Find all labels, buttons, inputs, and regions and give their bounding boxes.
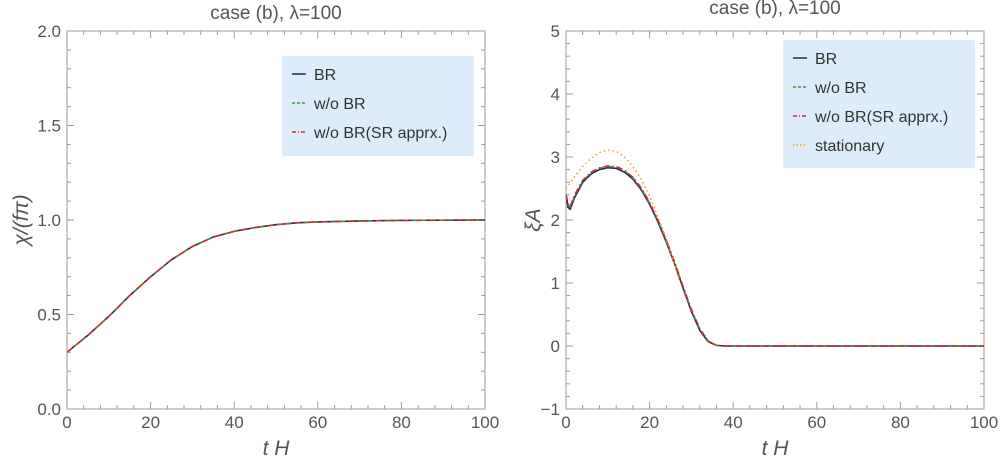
series-line-3	[566, 150, 679, 280]
chart-title: case (b), λ=100	[210, 3, 342, 24]
x-tick-label: 20	[141, 413, 160, 432]
y-tick-label: 0.0	[37, 400, 61, 419]
x-axis-label: t H	[762, 437, 790, 460]
legend-label: BR	[815, 51, 837, 68]
x-tick-label: 60	[308, 413, 327, 432]
y-tick-label: 3	[551, 148, 560, 167]
legend-label: w/o BR	[814, 80, 867, 97]
series-line-0	[566, 168, 984, 346]
x-tick-label: 20	[640, 413, 659, 432]
x-tick-label: 100	[970, 413, 998, 432]
chart-title: case (b), λ=100	[709, 0, 841, 19]
y-tick-label: 5	[551, 22, 560, 41]
series-group	[566, 150, 984, 346]
legend-label: BR	[314, 67, 336, 84]
y-axis-label: ξA	[522, 208, 545, 231]
x-tick-label: 80	[891, 413, 910, 432]
legend-label: w/o BR(SR apprx.)	[313, 125, 447, 142]
x-tick-label: 60	[807, 413, 826, 432]
x-axis-label: t H	[263, 437, 291, 460]
y-tick-label: 1.5	[37, 117, 61, 136]
y-tick-label: 4	[551, 85, 560, 104]
legend-label: stationary	[815, 138, 884, 155]
y-tick-label: 0	[551, 337, 560, 356]
x-tick-label: 0	[561, 413, 570, 432]
y-axis-label: χ/(fπ)	[10, 194, 33, 247]
series-line-1	[566, 166, 984, 346]
y-tick-label: 2.0	[37, 22, 61, 41]
series-line-2	[67, 220, 485, 352]
x-tick-label: 40	[724, 413, 743, 432]
y-tick-label: 1	[551, 274, 560, 293]
series-line-2	[566, 166, 984, 346]
series-group	[67, 220, 485, 352]
series-line-1	[67, 220, 485, 352]
legend: BR w/o BR w/o BR(SR apprx.)	[282, 56, 474, 156]
y-tick-label: −1	[541, 400, 560, 419]
x-tick-label: 40	[225, 413, 244, 432]
legend-label: w/o BR	[313, 96, 366, 113]
y-tick-label: 0.5	[37, 306, 61, 325]
x-tick-label: 0	[62, 413, 71, 432]
x-tick-label: 80	[392, 413, 411, 432]
legend-label: w/o BR(SR apprx.)	[814, 109, 948, 126]
chart-left-panel: 0 20 40 60 80 100 0.0 0.5 1.0 1.5 2.0 case (b), λ=1…	[10, 3, 499, 460]
y-tick-label: 2	[551, 211, 560, 230]
y-tick-label: 1.0	[37, 211, 61, 230]
legend: BR w/o BR w/o BR(SR apprx.) stationary	[783, 40, 975, 168]
series-line-0	[67, 220, 485, 352]
x-tick-label: 100	[471, 413, 499, 432]
